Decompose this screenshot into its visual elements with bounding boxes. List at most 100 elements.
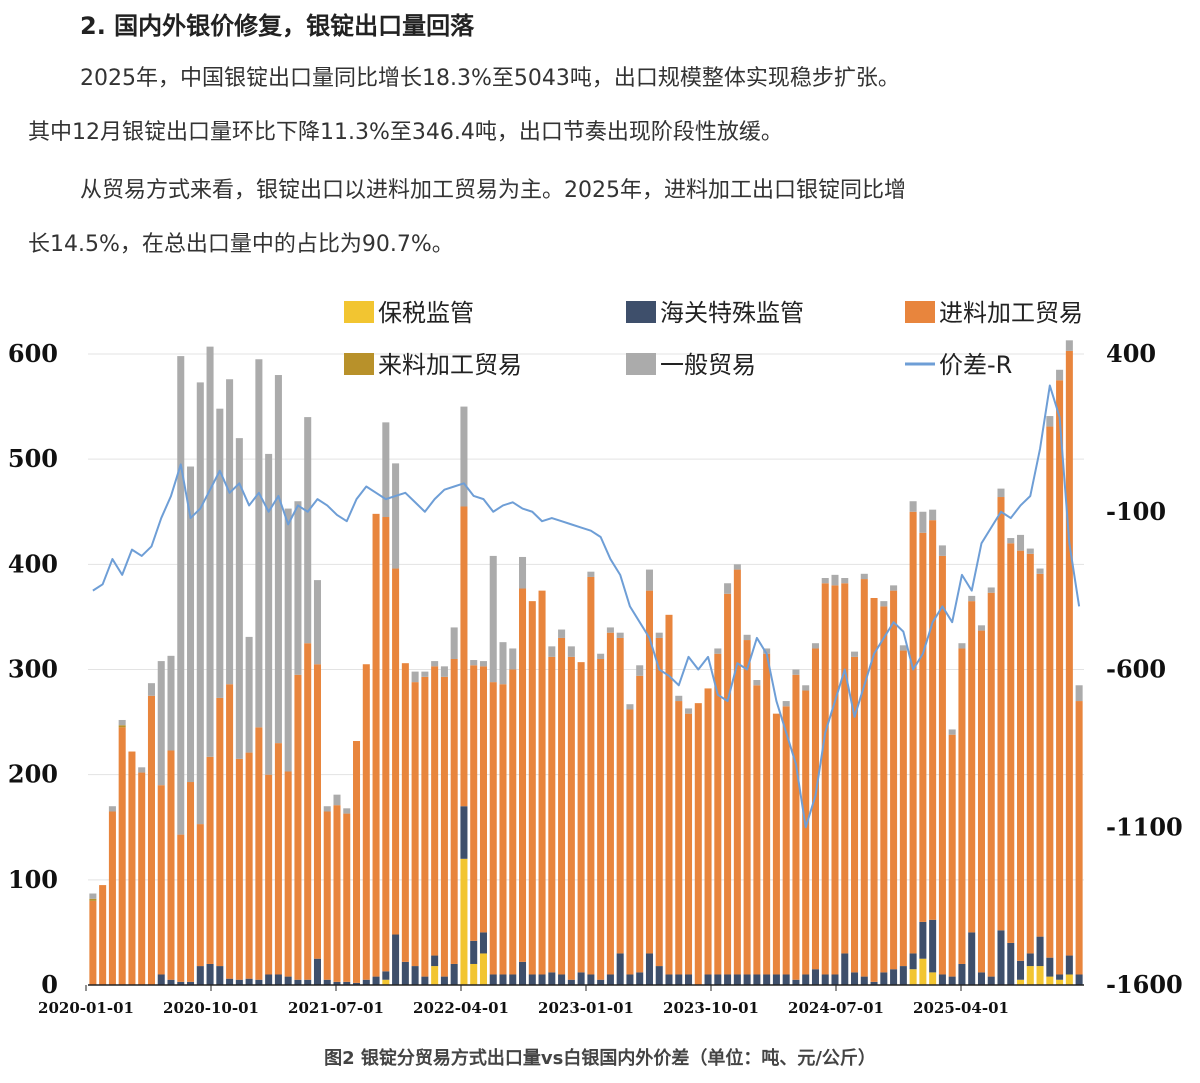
bar-segment — [870, 597, 878, 982]
bar-segment — [948, 976, 956, 985]
bar-segment — [147, 695, 155, 985]
bar-segment — [431, 666, 439, 956]
bar-segment — [616, 632, 624, 638]
bar-segment — [187, 981, 195, 985]
bar-segment — [450, 963, 458, 985]
bar-segment — [509, 669, 517, 975]
bar-segment — [724, 593, 732, 975]
bar-segment — [1065, 350, 1073, 956]
bar-segment — [382, 979, 390, 985]
bar-segment — [489, 555, 497, 683]
bar-segment — [675, 974, 683, 985]
bar-segment — [489, 682, 497, 975]
bar-segment — [147, 683, 155, 696]
bar-segment — [226, 978, 234, 985]
paragraph-2-line-2: 长14.5%，在总出口量中的占比为90.7%。 — [28, 232, 454, 257]
bar-segment — [362, 664, 370, 980]
bar-segment — [685, 708, 693, 714]
bar-segment — [304, 417, 312, 644]
legend-label: 进料加工贸易 — [939, 299, 1083, 327]
bar-segment — [265, 774, 273, 975]
legend-swatch — [626, 353, 656, 375]
bar-segment — [1036, 568, 1044, 574]
bar-segment — [392, 568, 400, 935]
bar-segment — [1075, 974, 1083, 985]
bar-segment — [626, 709, 634, 975]
bar-segment — [890, 585, 898, 591]
bar-segment — [899, 650, 907, 967]
bar-segment — [304, 643, 312, 980]
bar-segment — [167, 979, 175, 985]
bar-segment — [792, 979, 800, 985]
bar-segment — [958, 648, 966, 964]
bar-segment — [235, 979, 243, 985]
bar-segment — [987, 976, 995, 985]
bar-segment — [353, 741, 361, 983]
bar-segment — [1065, 955, 1073, 975]
bar-segment — [743, 640, 751, 975]
bar-segment — [157, 785, 165, 975]
bar-segment — [704, 688, 712, 975]
bar-segment — [118, 725, 126, 728]
bar-segment — [870, 981, 878, 985]
bar-segment — [724, 583, 732, 594]
bar-segment — [1026, 953, 1034, 967]
bar-segment — [479, 932, 487, 954]
bar-segment — [636, 665, 644, 676]
bar-segment — [792, 674, 800, 980]
bar-segment — [157, 974, 165, 985]
bar-segment — [909, 501, 917, 512]
bar-segment — [108, 811, 116, 985]
bar-segment — [1026, 966, 1034, 985]
bar-segment — [382, 422, 390, 518]
bar-segment — [138, 772, 146, 985]
bar-segment — [821, 974, 829, 985]
x-tick-label: 2021-07-01 — [288, 999, 384, 1017]
bar-segment — [733, 974, 741, 985]
bar-segment — [841, 583, 849, 954]
bar-segment — [655, 966, 663, 985]
bar-segment — [1017, 534, 1025, 551]
bar-segment — [675, 695, 683, 702]
bar-segment — [899, 966, 907, 985]
bar-segment — [811, 643, 819, 649]
bar-segment — [606, 974, 614, 985]
bar-segment — [880, 972, 888, 985]
bar-segment — [831, 974, 839, 985]
bar-segment — [997, 497, 1005, 931]
bar-segment — [919, 958, 927, 985]
bar-segment — [323, 979, 331, 985]
bar-segment — [938, 974, 946, 985]
legend-label: 一般贸易 — [660, 351, 756, 379]
bar-segment — [284, 771, 292, 977]
bar-segment — [235, 438, 243, 759]
bar-segment — [470, 940, 478, 964]
y-right-tick-label: 400 — [1106, 339, 1156, 368]
bar-segment — [645, 590, 653, 954]
y-right-tick-label: -1100 — [1106, 812, 1183, 841]
bar-segment — [811, 648, 819, 970]
bar-segment — [753, 685, 761, 975]
bar-segment — [1065, 340, 1073, 351]
bar-segment — [851, 656, 859, 973]
bar-segment — [489, 974, 497, 985]
bar-segment — [333, 805, 341, 982]
bar-segment — [958, 643, 966, 649]
bar-segment — [1046, 957, 1054, 977]
bar-segment — [1065, 974, 1073, 985]
bar-segment — [509, 974, 517, 985]
bar-segment — [880, 601, 888, 607]
bar-segment — [1075, 685, 1083, 702]
bar-segment — [1007, 942, 1015, 985]
bar-segment — [1036, 936, 1044, 967]
bar-segment — [323, 811, 331, 980]
bar-segment — [948, 729, 956, 735]
bar-segment — [128, 751, 136, 985]
bar-segment — [196, 824, 204, 967]
bar-segment — [968, 595, 976, 602]
bar-segment — [763, 648, 771, 654]
bar-segment — [343, 813, 351, 982]
bar-segment — [636, 972, 644, 985]
x-tick-label: 2020-01-01 — [38, 999, 134, 1017]
